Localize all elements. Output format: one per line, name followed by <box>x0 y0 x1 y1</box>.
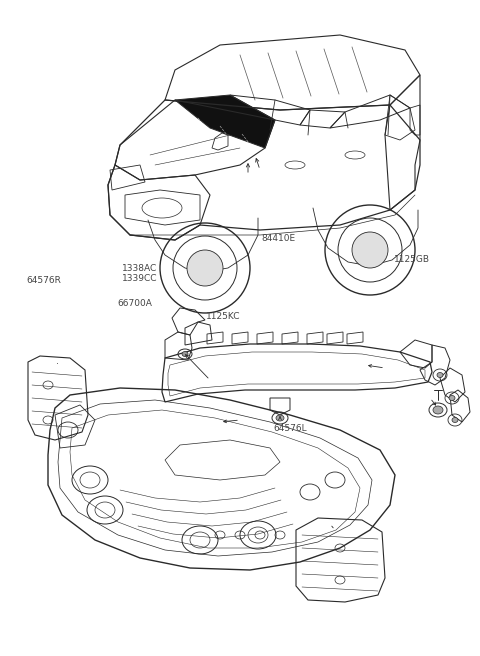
Text: 1125KC: 1125KC <box>206 312 241 321</box>
Ellipse shape <box>452 417 458 422</box>
Polygon shape <box>175 95 275 148</box>
Text: 1338AC
1339CC: 1338AC 1339CC <box>122 264 158 283</box>
Ellipse shape <box>437 373 443 377</box>
Text: 64576R: 64576R <box>26 276 61 285</box>
Ellipse shape <box>433 406 443 414</box>
Ellipse shape <box>352 232 388 268</box>
Ellipse shape <box>187 250 223 286</box>
Ellipse shape <box>449 396 455 401</box>
Ellipse shape <box>182 352 188 356</box>
Text: 64576L: 64576L <box>274 424 307 433</box>
Text: 66700A: 66700A <box>118 299 153 308</box>
Text: 84410E: 84410E <box>262 234 296 243</box>
Text: 1125GB: 1125GB <box>394 255 430 264</box>
Ellipse shape <box>276 415 284 421</box>
